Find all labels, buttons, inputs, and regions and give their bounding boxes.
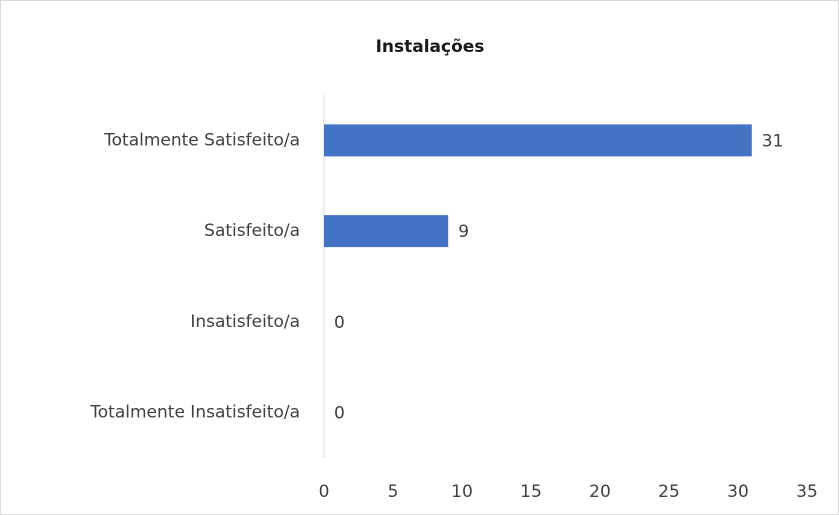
bar: [324, 124, 752, 157]
y-tick-label: Totalmente Insatisfeito/a: [89, 403, 300, 423]
y-tick-label: Totalmente Satisfeito/a: [103, 130, 300, 150]
x-tick-label: 5: [388, 482, 399, 502]
data-label: 31: [762, 131, 784, 151]
x-tick-label: 15: [520, 482, 542, 502]
x-tick-label: 30: [727, 482, 749, 502]
y-tick-label: Satisfeito/a: [204, 221, 300, 241]
data-label: 0: [334, 404, 345, 424]
data-label: 9: [458, 222, 469, 242]
x-tick-label: 25: [658, 482, 680, 502]
data-label: 0: [334, 313, 345, 333]
y-tick-label: Insatisfeito/a: [190, 312, 300, 332]
x-tick-label: 0: [319, 482, 330, 502]
bar: [324, 215, 449, 248]
x-tick-label: 20: [589, 482, 611, 502]
chart-title: Instalações: [376, 37, 485, 57]
x-tick-label: 10: [451, 482, 473, 502]
x-tick-label: 35: [796, 482, 818, 502]
